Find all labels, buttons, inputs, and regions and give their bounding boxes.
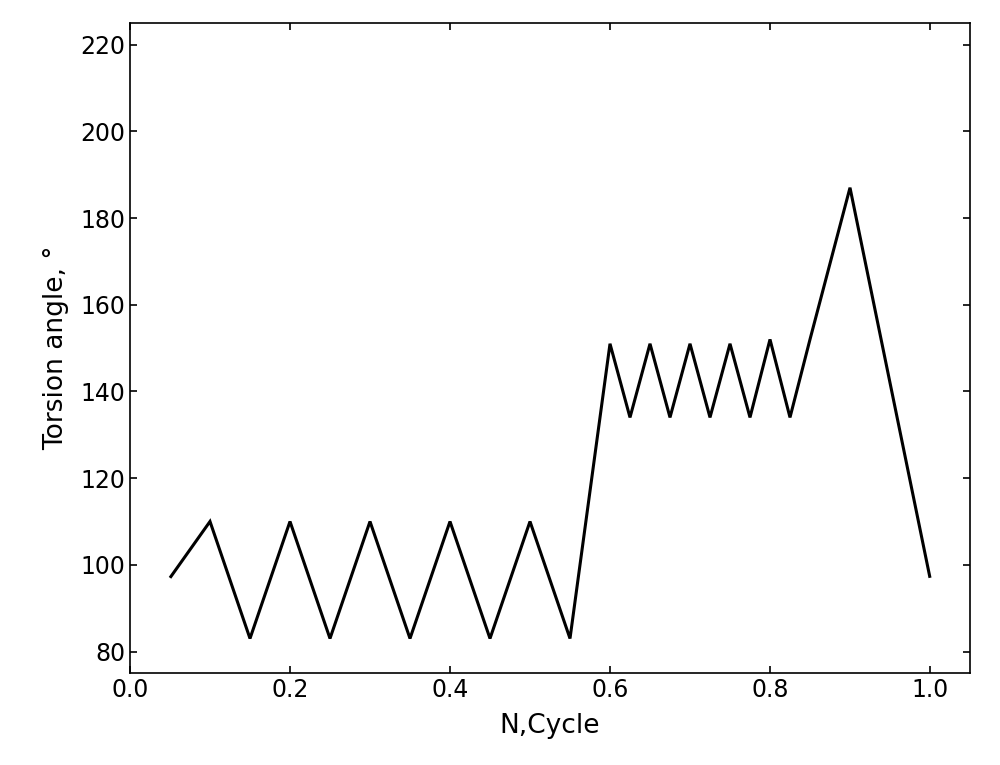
Y-axis label: Torsion angle, °: Torsion angle, ° <box>43 246 69 451</box>
X-axis label: N,Cycle: N,Cycle <box>500 713 600 739</box>
